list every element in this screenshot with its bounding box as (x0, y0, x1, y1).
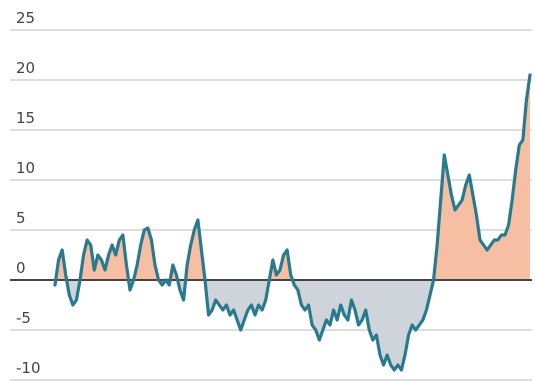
y-tick-label: -5 (16, 309, 31, 327)
negative-area (292, 280, 434, 370)
area-fills (55, 75, 530, 370)
y-tick-label: 0 (16, 259, 26, 277)
positive-area (433, 75, 530, 280)
positive-area (80, 235, 129, 280)
y-tick-label: 20 (16, 59, 35, 77)
y-tick-label: -10 (16, 359, 41, 377)
y-tick-label: 15 (16, 109, 35, 127)
y-tick-label: 10 (16, 159, 35, 177)
positive-area (185, 220, 205, 280)
positive-area (133, 228, 159, 280)
negative-area (205, 280, 270, 330)
y-tick-label: 5 (16, 209, 26, 227)
y-tick-labels: 25 20 15 10 5 0 -5 -10 (16, 9, 41, 377)
y-tick-label: 25 (16, 9, 35, 27)
series-line (53, 73, 532, 372)
gridlines (10, 29, 532, 381)
